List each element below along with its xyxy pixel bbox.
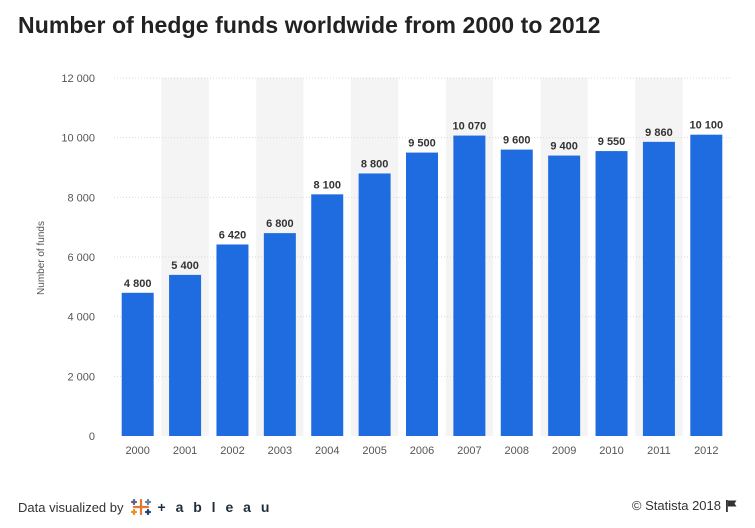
bar-value-label: 5 400: [171, 260, 199, 272]
x-tick-label: 2000: [125, 445, 149, 457]
bar-value-label: 8 800: [361, 158, 389, 170]
bar: [453, 135, 486, 436]
bar: [500, 149, 533, 436]
bar: [121, 292, 154, 436]
tableau-logo-icon: [130, 498, 151, 516]
bar-value-label: 10 100: [689, 120, 723, 132]
bar: [690, 134, 723, 436]
x-tick-label: 2003: [268, 445, 292, 457]
y-tick-label: 8 000: [67, 192, 95, 204]
bar: [406, 152, 438, 437]
bar-value-label: 9 860: [645, 127, 673, 139]
x-tick-label: 2001: [173, 445, 197, 457]
x-tick-label: 2008: [505, 445, 529, 457]
tableau-wordmark: + a b l e a u: [157, 499, 273, 515]
x-tick-label: 2002: [220, 445, 244, 457]
bar: [548, 155, 581, 437]
bar: [642, 141, 675, 437]
flag-icon: [726, 499, 737, 512]
bar-value-label: 6 800: [266, 218, 294, 230]
y-tick-label: 2 000: [67, 371, 95, 383]
x-tick-label: 2006: [410, 445, 434, 457]
y-tick-label: 0: [89, 431, 95, 443]
bar-value-label: 4 800: [124, 278, 152, 290]
bar-value-label: 10 070: [453, 121, 487, 133]
copyright-text: © Statista 2018: [631, 498, 721, 513]
footer-credit-text: Data visualized by: [18, 499, 124, 515]
y-tick-label: 6 000: [67, 252, 95, 264]
x-tick-label: 2004: [315, 445, 339, 457]
footer-credit[interactable]: Data visualized by + a b l e a u: [18, 498, 272, 516]
chart-title: Number of hedge funds worldwide from 200…: [18, 12, 601, 38]
bar: [358, 173, 391, 436]
x-tick-label: 2012: [694, 445, 718, 457]
footer-copyright[interactable]: © Statista 2018: [632, 498, 737, 513]
y-tick-label: 10 000: [61, 133, 95, 145]
bar-value-label: 9 550: [598, 136, 626, 148]
bar-value-label: 9 600: [503, 135, 531, 147]
y-axis-label: Number of funds: [36, 221, 47, 295]
bar: [216, 244, 249, 436]
x-tick-label: 2009: [552, 445, 576, 457]
bar-value-label: 9 400: [550, 141, 578, 153]
bar-value-label: 9 500: [408, 138, 436, 150]
x-tick-label: 2011: [647, 445, 671, 457]
bar: [263, 233, 296, 436]
bar-chart: 0 2 000 4 000 6 000 8 000 10 000 12 000 Number …: [36, 73, 730, 457]
x-tick-label: 2007: [457, 445, 481, 457]
y-tick-label: 4 000: [67, 312, 95, 324]
bar: [169, 274, 202, 436]
x-tick-label: 2010: [599, 445, 623, 457]
bar-value-label: 6 420: [219, 229, 247, 241]
bar-value-label: 8 100: [313, 179, 341, 191]
bar: [595, 151, 628, 436]
y-tick-label: 12 000: [61, 73, 95, 85]
bar: [311, 194, 344, 436]
x-tick-label: 2005: [362, 445, 386, 457]
